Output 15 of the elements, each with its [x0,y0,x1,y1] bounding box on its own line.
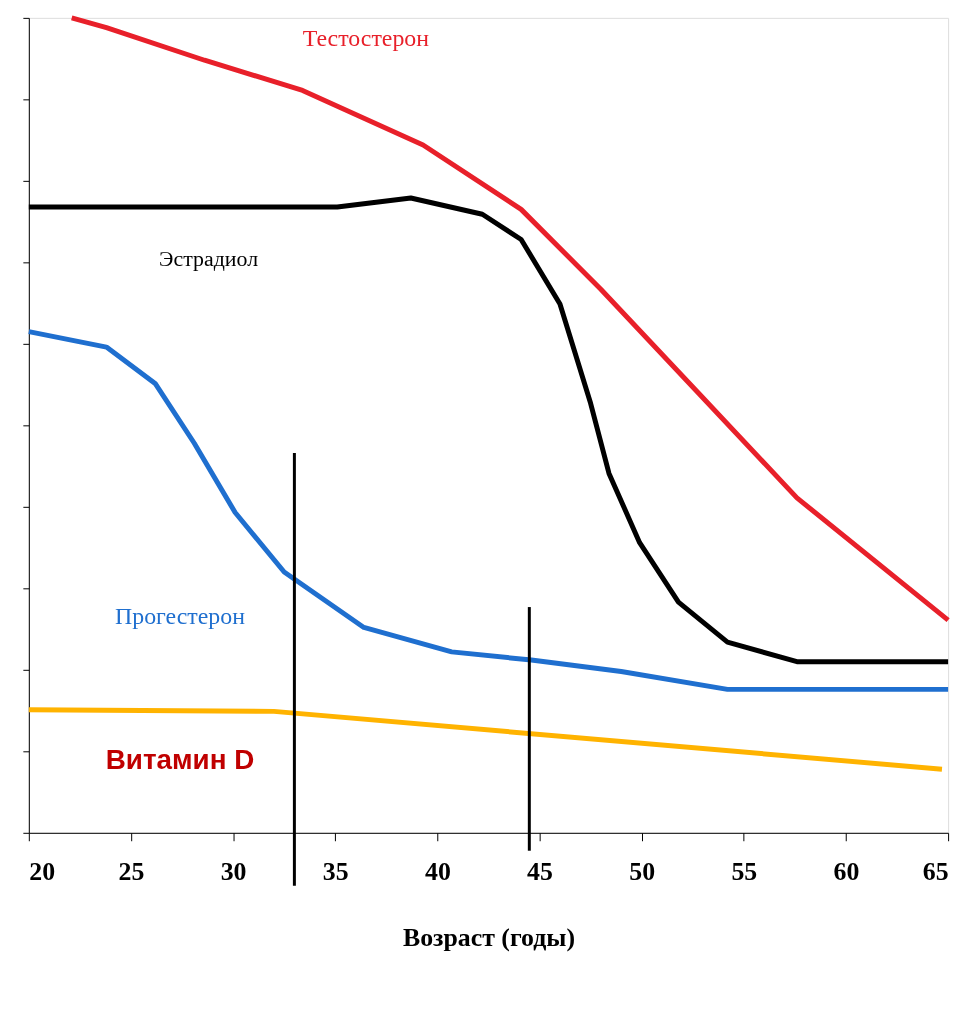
x-tick-label: 20 [29,857,56,887]
text: Прогестерон [115,602,246,629]
x-tick-label: 40 [424,857,451,887]
x-tick-label: 50 [629,857,656,887]
x-tick-label: 60 [833,857,860,887]
x-tick-label: 45 [527,857,553,887]
x-tick-label: 35 [322,857,349,887]
series-label: Эстрадиол [159,247,259,272]
series-label: Тестостерон [302,25,430,52]
x-tick-label: 30 [220,857,247,887]
x-tick-label: 65 [922,857,949,887]
x-axis-title: Возраст (годы) [402,922,576,952]
x-tick-label: 25 [118,857,145,887]
x-tick-label: 55 [731,857,758,887]
series-label: Витамин D [105,744,255,776]
